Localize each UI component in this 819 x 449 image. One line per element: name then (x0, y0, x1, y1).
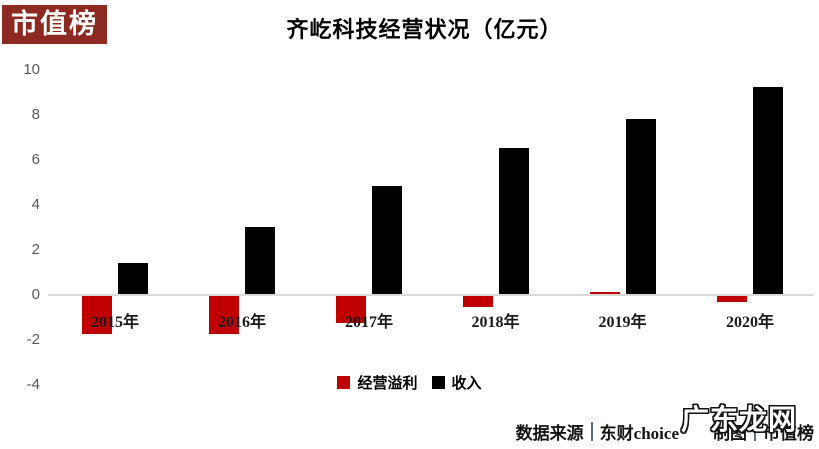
bar-收入-2020年 (753, 87, 783, 294)
y-tick-label-0: 0 (31, 286, 40, 303)
x-axis-label-2015年: 2015年 (90, 314, 139, 331)
site-logo: 市值榜 (2, 5, 107, 44)
chart-title: 齐屹科技经营状况（亿元） (286, 17, 563, 42)
bar-收入-2017年 (372, 186, 402, 294)
y-tick-label-8: 8 (31, 106, 40, 123)
separator-bar (754, 422, 756, 441)
credit-value: 市值榜 (763, 424, 814, 443)
x-axis-label-2020年: 2020年 (725, 314, 774, 331)
y-tick-label--4: -4 (26, 376, 40, 393)
bar-经营溢利-2020年 (717, 296, 747, 302)
legend-item-经营溢利: 经营溢利 (337, 372, 418, 393)
x-axis-label-2016年: 2016年 (217, 314, 266, 331)
x-axis-label-2018年: 2018年 (471, 314, 520, 331)
y-tick-label-10: 10 (23, 61, 40, 78)
watermark: 广东龙网 (680, 403, 798, 436)
bar-经营溢利-2018年 (462, 296, 493, 308)
credit-label: 制图 (713, 424, 747, 443)
separator-bar (590, 422, 593, 441)
y-tick-label-4: 4 (31, 196, 40, 213)
y-tick-label--2: -2 (26, 331, 40, 348)
source-label: 数据来源 (515, 424, 584, 443)
bar-收入-2016年 (245, 226, 275, 294)
bar-经营溢利-2015年 (82, 296, 112, 335)
legend-item-收入: 收入 (431, 372, 482, 393)
legend-swatch (337, 376, 351, 389)
source-value: 东财choice (599, 424, 679, 443)
y-tick-label-6: 6 (31, 151, 40, 168)
legend-label: 经营溢利 (357, 375, 418, 392)
legend-swatch (431, 376, 445, 389)
legend: 经营溢利 收入 (0, 372, 819, 393)
x-axis-label-2017年: 2017年 (344, 314, 393, 331)
legend-label: 收入 (451, 375, 482, 392)
x-axis-label-2019年: 2019年 (598, 314, 647, 331)
bar-收入-2018年 (498, 147, 529, 294)
attribution: 数据来源 东财choice 制图 市值榜 (516, 419, 814, 444)
bar-经营溢利-2019年 (589, 291, 620, 294)
bar-经营溢利-2016年 (209, 296, 239, 335)
x-axis-line (48, 294, 814, 296)
y-tick-label-2: 2 (31, 241, 40, 258)
bar-收入-2019年 (625, 118, 656, 294)
bar-经营溢利-2017年 (336, 296, 366, 323)
bar-收入-2015年 (118, 262, 148, 294)
